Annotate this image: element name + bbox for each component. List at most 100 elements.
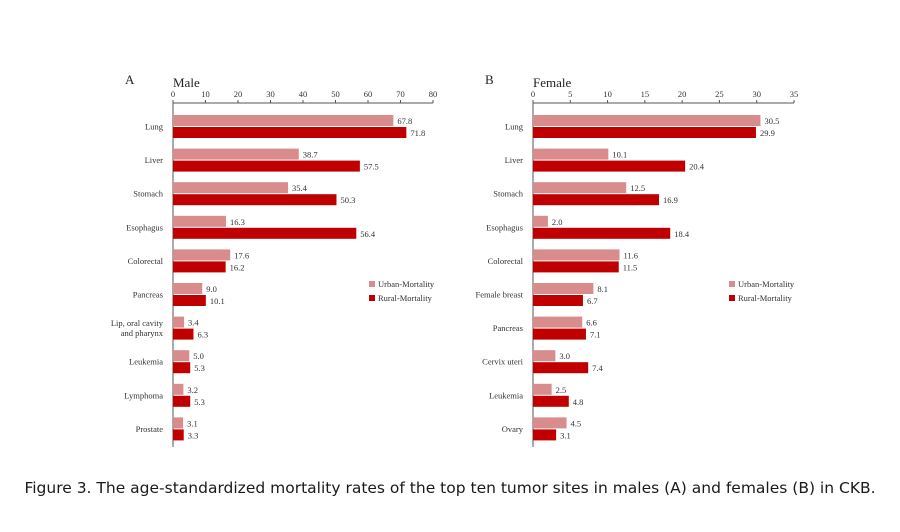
panel-a-x-tick-label: 30 xyxy=(266,89,275,99)
panel-b-rural-bar xyxy=(533,127,756,138)
panel-b-legend-swatch xyxy=(729,295,735,301)
panel-a-rural-bar xyxy=(173,160,360,172)
panel-a-rural-value-label: 57.5 xyxy=(364,162,379,172)
panel-a-rural-value-label: 50.3 xyxy=(340,195,355,205)
panel-b-urban-value-label: 3.0 xyxy=(559,351,570,361)
panel-a-category-label: Leukemia xyxy=(129,357,163,367)
panel-a-urban-bar xyxy=(173,182,289,194)
panel-a-urban-value-label: 17.6 xyxy=(234,250,249,260)
panel-a-x-tick-label: 80 xyxy=(429,89,438,99)
panel-b-urban-value-label: 2.0 xyxy=(552,217,563,227)
panel-a-urban-bar xyxy=(173,316,185,328)
panel-a-urban-bar xyxy=(173,417,184,429)
panel-a-legend-swatch xyxy=(369,281,375,287)
panel-a-category-label: Colorectal xyxy=(128,256,164,266)
panel-a-urban-bar xyxy=(173,148,299,160)
panel-a-rural-value-label: 56.4 xyxy=(360,229,376,239)
panel-a-urban-bar xyxy=(173,115,394,126)
panel-b-x-tick-label: 5 xyxy=(568,89,572,99)
panel-a-rural-value-label: 71.8 xyxy=(410,128,425,138)
panel-b-urban-value-label: 4.5 xyxy=(571,418,582,428)
panel-b-rural-value-label: 7.1 xyxy=(590,330,601,340)
panel-a-category-label: Lip, oral cavity and pharynx xyxy=(111,318,164,338)
panel-b-urban-bar xyxy=(533,215,548,227)
panel-a-x-tick-label: 10 xyxy=(201,89,210,99)
panel-a-rural-bar xyxy=(173,362,191,374)
panel-a-rural-bar xyxy=(173,295,206,306)
panel-b-legend-label: Urban-Mortality xyxy=(738,279,795,289)
panel-b-urban-value-label: 8.1 xyxy=(597,284,608,294)
panel-a-x-tick-label: 50 xyxy=(331,89,340,99)
panel-a-category-label: Liver xyxy=(145,155,164,165)
panel-b-category-label: Female breast xyxy=(476,290,524,300)
panel-a-urban-bar xyxy=(173,283,203,294)
panel-b-title: Female xyxy=(533,75,571,90)
panel-b-urban-value-label: 30.5 xyxy=(764,116,779,126)
panel-a-x-tick-label: 40 xyxy=(299,89,308,99)
figure-caption: Figure 3. The age-standardized mortality… xyxy=(24,479,876,497)
panel-a-urban-value-label: 16.3 xyxy=(230,217,245,227)
panel-a-category-label: Pancreas xyxy=(133,290,163,300)
panel-b-x-tick-label: 0 xyxy=(531,89,535,99)
panel-b-x-tick-label: 20 xyxy=(678,89,687,99)
panel-b-rural-value-label: 4.8 xyxy=(573,397,584,407)
panel-a-rural-value-label: 5.3 xyxy=(194,397,205,407)
panel-b-category-label: Liver xyxy=(505,155,524,165)
panel-b-category-label: Cervix uteri xyxy=(482,357,523,367)
panel-a-rural-bar xyxy=(173,429,184,441)
panel-b-urban-bar xyxy=(533,417,567,429)
panel-a-urban-value-label: 3.2 xyxy=(187,385,198,395)
panel-b-rural-value-label: 6.7 xyxy=(587,296,598,306)
panel-a-rural-value-label: 3.3 xyxy=(188,430,199,440)
panel-a-rural-value-label: 16.2 xyxy=(230,262,245,272)
panel-b-urban-bar xyxy=(533,148,609,160)
panel-b-rural-bar xyxy=(533,328,586,340)
panel-b-x-tick-label: 10 xyxy=(603,89,612,99)
panel-a-urban-bar xyxy=(173,383,184,395)
panel-a-urban-value-label: 3.1 xyxy=(187,418,198,428)
panel-b-label: B xyxy=(485,72,494,87)
panel-b-x-tick-label: 35 xyxy=(790,89,799,99)
panel-b-urban-value-label: 11.6 xyxy=(624,250,639,260)
panel-a-legend-swatch xyxy=(369,295,375,301)
panel-b-urban-bar xyxy=(533,316,583,328)
panel-a-legend-label: Rural-Mortality xyxy=(378,293,433,303)
panel-a-urban-value-label: 9.0 xyxy=(206,284,217,294)
panel-b-category-label: Esophagus xyxy=(486,222,523,232)
panel-a-urban-bar xyxy=(173,249,231,261)
panel-a-urban-value-label: 3.4 xyxy=(188,318,199,328)
panel-b-rural-bar xyxy=(533,362,589,374)
panel-b-legend-swatch xyxy=(729,281,735,287)
panel-b-rural-value-label: 20.4 xyxy=(689,162,705,172)
panel-a-category-label: Lymphoma xyxy=(124,390,163,400)
panel-a-x-tick-label: 70 xyxy=(396,89,405,99)
panel-b-urban-value-label: 6.6 xyxy=(586,318,597,328)
panel-a-urban-bar xyxy=(173,350,190,362)
panel-b-x-tick-label: 15 xyxy=(641,89,650,99)
panel-a-x-tick-label: 60 xyxy=(364,89,373,99)
panel-b-urban-value-label: 10.1 xyxy=(612,150,627,160)
panel-b-rural-bar xyxy=(533,261,619,273)
panel-a-rural-bar xyxy=(173,227,357,239)
panel-a-urban-bar xyxy=(173,215,226,227)
panel-b-rural-bar xyxy=(533,160,686,172)
panel-b-urban-value-label: 2.5 xyxy=(556,385,567,395)
panel-b-rural-bar xyxy=(533,194,660,206)
panel-a-category-label: Stomach xyxy=(133,189,163,199)
panel-b-urban-bar xyxy=(533,182,627,194)
panel-a-x-tick-label: 0 xyxy=(171,89,175,99)
panel-a-rural-bar xyxy=(173,127,407,138)
panel-a-rural-bar xyxy=(173,328,194,340)
panel-b-rural-bar xyxy=(533,429,557,441)
panel-a-rural-value-label: 6.3 xyxy=(197,330,208,340)
panel-b-category-label: Leukemia xyxy=(489,390,523,400)
panel-b-urban-bar xyxy=(533,249,620,261)
panel-a-rural-value-label: 5.3 xyxy=(194,363,205,373)
panel-a-category-label: Prostate xyxy=(136,424,164,434)
panel-b-x-tick-label: 25 xyxy=(715,89,724,99)
panel-b-rural-value-label: 7.4 xyxy=(592,363,603,373)
panel-b-rural-bar xyxy=(533,395,569,407)
panel-a-category-label: Lung xyxy=(145,122,164,132)
panel-a-rural-bar xyxy=(173,261,226,273)
